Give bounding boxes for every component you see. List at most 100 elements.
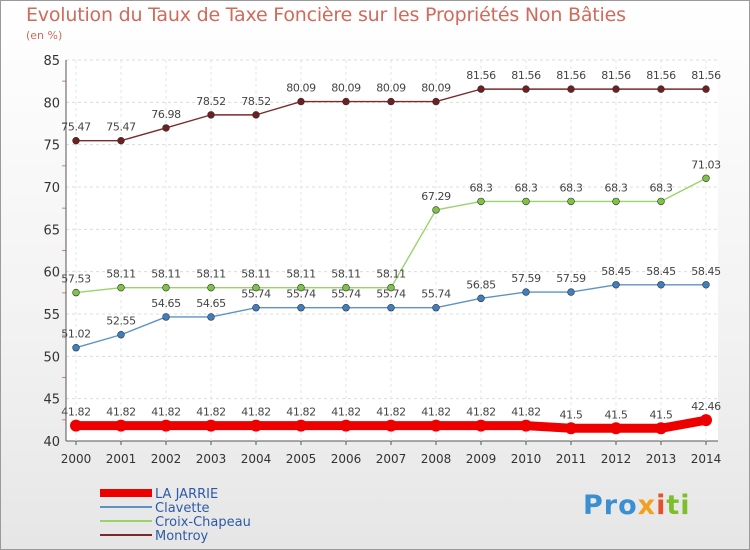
- data-label: 41.5: [605, 408, 628, 421]
- data-point: [477, 197, 485, 206]
- data-point: [430, 419, 442, 432]
- proxiti-logo: Proxiti: [583, 490, 691, 521]
- data-label: 68.3: [470, 181, 493, 194]
- data-label: 81.56: [691, 69, 721, 82]
- data-point: [207, 313, 215, 321]
- x-tick-label: 2002: [151, 452, 182, 466]
- data-point: [432, 206, 440, 214]
- plot-area: [66, 60, 718, 441]
- data-point: [612, 85, 620, 93]
- data-label: 68.3: [515, 181, 538, 194]
- y-tick-label: 70: [43, 181, 60, 196]
- legend-label: LA JARRIE: [155, 487, 218, 502]
- data-label: 42.46: [691, 400, 721, 413]
- data-point: [387, 97, 395, 106]
- data-point: [117, 331, 125, 339]
- data-label: 68.3: [560, 181, 583, 194]
- data-label: 41.82: [286, 406, 316, 419]
- data-label: 41.5: [560, 408, 583, 421]
- logo-part-1: Pro: [583, 490, 638, 521]
- data-point: [297, 283, 305, 292]
- data-label: 81.56: [646, 69, 676, 82]
- data-point: [612, 197, 620, 206]
- logo-part-2: x: [637, 490, 657, 521]
- y-tick-label: 55: [43, 308, 60, 323]
- data-point: [342, 283, 350, 292]
- data-point: [162, 283, 170, 292]
- data-label: 58.11: [196, 268, 226, 281]
- data-label: 58.11: [376, 268, 406, 281]
- data-point: [655, 422, 667, 435]
- data-label: 41.5: [650, 408, 673, 421]
- data-point: [477, 85, 485, 93]
- data-label: 78.52: [196, 95, 226, 108]
- data-point: [297, 304, 305, 312]
- y-tick-label: 65: [43, 223, 60, 238]
- y-tick-label: 75: [43, 139, 60, 154]
- legend-label: Croix-Chapeau: [155, 515, 251, 530]
- data-point: [657, 197, 665, 206]
- data-point: [565, 422, 577, 435]
- data-label: 58.11: [286, 268, 316, 281]
- data-label: 57.53: [61, 273, 91, 286]
- y-tick-label: 85: [43, 54, 60, 69]
- data-label: 54.65: [196, 297, 226, 310]
- data-point: [387, 304, 395, 312]
- data-label: 57.59: [556, 272, 586, 285]
- data-point: [252, 111, 260, 119]
- data-label: 55.74: [286, 288, 316, 301]
- data-point: [342, 97, 350, 106]
- y-tick-label: 60: [43, 266, 60, 281]
- data-point: [385, 419, 397, 432]
- data-label: 41.82: [151, 406, 181, 419]
- data-label: 67.29: [421, 190, 451, 203]
- data-point: [522, 197, 530, 206]
- data-point: [252, 304, 260, 312]
- data-point: [162, 124, 170, 132]
- x-tick-label: 2011: [556, 452, 587, 466]
- data-point: [342, 304, 350, 312]
- chart-title: Evolution du Taux de Taxe Foncière sur l…: [26, 4, 626, 26]
- data-label: 52.55: [106, 315, 136, 328]
- data-point: [700, 414, 712, 427]
- data-label: 41.82: [61, 406, 91, 419]
- data-point: [520, 419, 532, 432]
- data-point: [72, 136, 80, 145]
- data-label: 81.56: [556, 69, 586, 82]
- data-label: 71.03: [691, 158, 721, 171]
- data-label: 55.74: [331, 288, 361, 301]
- logo-part-4: ti: [666, 490, 691, 521]
- data-label: 41.82: [511, 406, 541, 419]
- data-point: [702, 174, 710, 182]
- data-point: [612, 281, 620, 289]
- x-tick-label: 2000: [61, 452, 92, 466]
- data-label: 55.74: [241, 288, 271, 301]
- data-label: 41.82: [331, 406, 361, 419]
- data-point: [207, 111, 215, 119]
- x-tick-label: 2008: [421, 452, 452, 466]
- x-tick-label: 2006: [331, 452, 362, 466]
- data-point: [522, 288, 530, 296]
- y-tick-label: 50: [43, 350, 60, 365]
- data-label: 81.56: [511, 69, 541, 82]
- y-tick-label: 40: [43, 435, 60, 450]
- data-point: [567, 85, 575, 93]
- data-label: 75.47: [61, 121, 91, 134]
- data-label: 80.09: [331, 82, 361, 95]
- data-label: 41.82: [466, 406, 496, 419]
- x-tick-label: 2010: [511, 452, 542, 466]
- data-label: 68.3: [605, 181, 628, 194]
- data-point: [475, 419, 487, 432]
- data-label: 54.65: [151, 297, 181, 310]
- data-label: 56.85: [466, 278, 496, 291]
- data-label: 81.56: [601, 69, 631, 82]
- data-point: [205, 419, 217, 432]
- data-point: [432, 97, 440, 106]
- chart-unit-label: (en %): [26, 29, 63, 42]
- data-label: 58.11: [331, 268, 361, 281]
- data-point: [477, 294, 485, 303]
- data-point: [117, 136, 125, 145]
- data-point: [115, 419, 127, 432]
- data-point: [432, 304, 440, 312]
